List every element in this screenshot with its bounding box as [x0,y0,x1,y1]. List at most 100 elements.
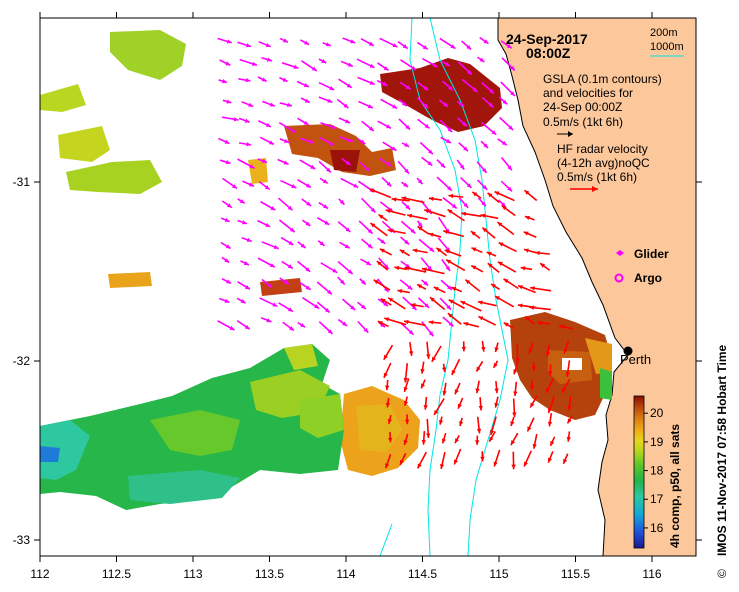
gsla-arrow [338,198,346,206]
hf-arrow [383,362,392,379]
gsla-arrow [319,177,329,185]
hf-arrow [451,358,461,376]
gsla-arrow [497,138,508,146]
gsla-arrow [299,159,316,170]
gsla-arrow [361,238,373,249]
gsla-arrow [317,240,325,247]
glider-marker-icon [616,250,624,256]
hf-arrow [488,430,496,443]
gsla-arrow [316,281,333,295]
gsla-arrow [380,98,398,110]
hf-arrow [428,320,442,325]
hf-arrow [513,381,518,397]
gsla-arrow [300,97,311,104]
hf-arrow [535,250,550,256]
gsla-arrow [441,259,451,272]
y-tick-label: -33 [13,533,31,547]
sst-patches [40,30,612,510]
gsla-arrow [316,301,331,314]
gsla-arrow [461,40,472,51]
gsla-arrow [399,81,412,90]
gsla-arrow [360,197,376,214]
hf-arrow [517,284,536,294]
gsla-arrow [436,176,453,192]
colorbar-tick-label: 16 [650,521,664,535]
gsla-arrow [260,316,272,323]
hf-arrow [464,278,481,292]
hf-arrow [384,453,392,469]
gsla-arrow [342,37,356,44]
gsla-arrow [218,137,230,145]
hf-arrow [421,267,445,275]
gsla-arrow [281,62,299,69]
hf-arrow [453,448,462,465]
hf-arrow [380,297,392,306]
perth-label: Perth [620,352,651,367]
hf-arrow [487,262,500,273]
hf-arrow [376,260,389,271]
gsla-arrow [318,201,329,210]
hf-arrow [420,379,426,389]
gsla-arrow [339,241,351,249]
x-tick-label: 114.5 [408,567,437,581]
gsla-arrow [236,297,246,304]
gsla-arrow [301,198,312,207]
hf-arrow [403,319,426,327]
hf-arrow [441,432,447,444]
gsla-arrow [258,40,271,48]
hf-arrow [369,222,388,237]
hf-arrow [476,416,482,434]
map-time: 08:00Z [526,45,571,61]
gsla-arrow [357,138,366,145]
gsla-arrow [222,99,232,104]
gsla-arrow [238,77,251,83]
hf-arrow [412,248,428,254]
gsla-arrow [439,297,452,311]
gsla-arrow [416,97,429,109]
gsla-arrow [337,318,348,327]
hf-arrow [523,450,532,467]
gsla-arrow [419,141,434,155]
gsla-arrow [238,142,252,147]
hf-arrow [561,378,571,394]
gsla-arrow [417,81,429,91]
gsla-arrow [436,159,446,169]
gsla-arrow [500,40,513,49]
hf-arrow [545,377,555,394]
hf-arrow [387,414,392,425]
hf-arrow [450,286,463,293]
x-tick-label: 112 [30,567,49,581]
hf-arrow [531,361,536,371]
gsla-arrow [301,219,311,227]
hf-arrow [477,300,497,307]
x-tick-label: 113 [183,567,202,581]
hf-arrow [385,379,390,391]
gsla-arrow [357,301,367,310]
gsla-legend-line3: 24-Sep 00:00Z [543,100,622,114]
gsla-arrow [239,58,258,66]
hf-arrow [410,303,424,308]
gsla-arrow [481,97,494,108]
gsla-arrow [258,120,272,128]
hf-arrow [490,283,501,291]
hf-arrow [428,196,443,201]
gsla-arrow [318,81,335,91]
gsla-arrow [318,160,332,174]
gsla-arrow [457,61,473,76]
hf-arrow [378,213,388,222]
hf-arrow [387,297,406,310]
gsla-arrow [217,320,235,331]
gsla-arrow [357,76,376,86]
gsla-scale-arrow [557,131,573,137]
argo-label: Argo [634,271,662,285]
gsla-arrow [338,78,353,89]
gsla-arrow [278,121,297,134]
gsla-arrow [499,116,514,131]
gsla-arrow [498,96,508,105]
gsla-arrow [400,59,417,71]
bathymetry-contours [379,18,509,556]
gsla-arrow [257,219,271,228]
gsla-arrow [421,156,433,167]
gsla-arrow [477,56,485,63]
gsla-arrow [337,276,346,286]
